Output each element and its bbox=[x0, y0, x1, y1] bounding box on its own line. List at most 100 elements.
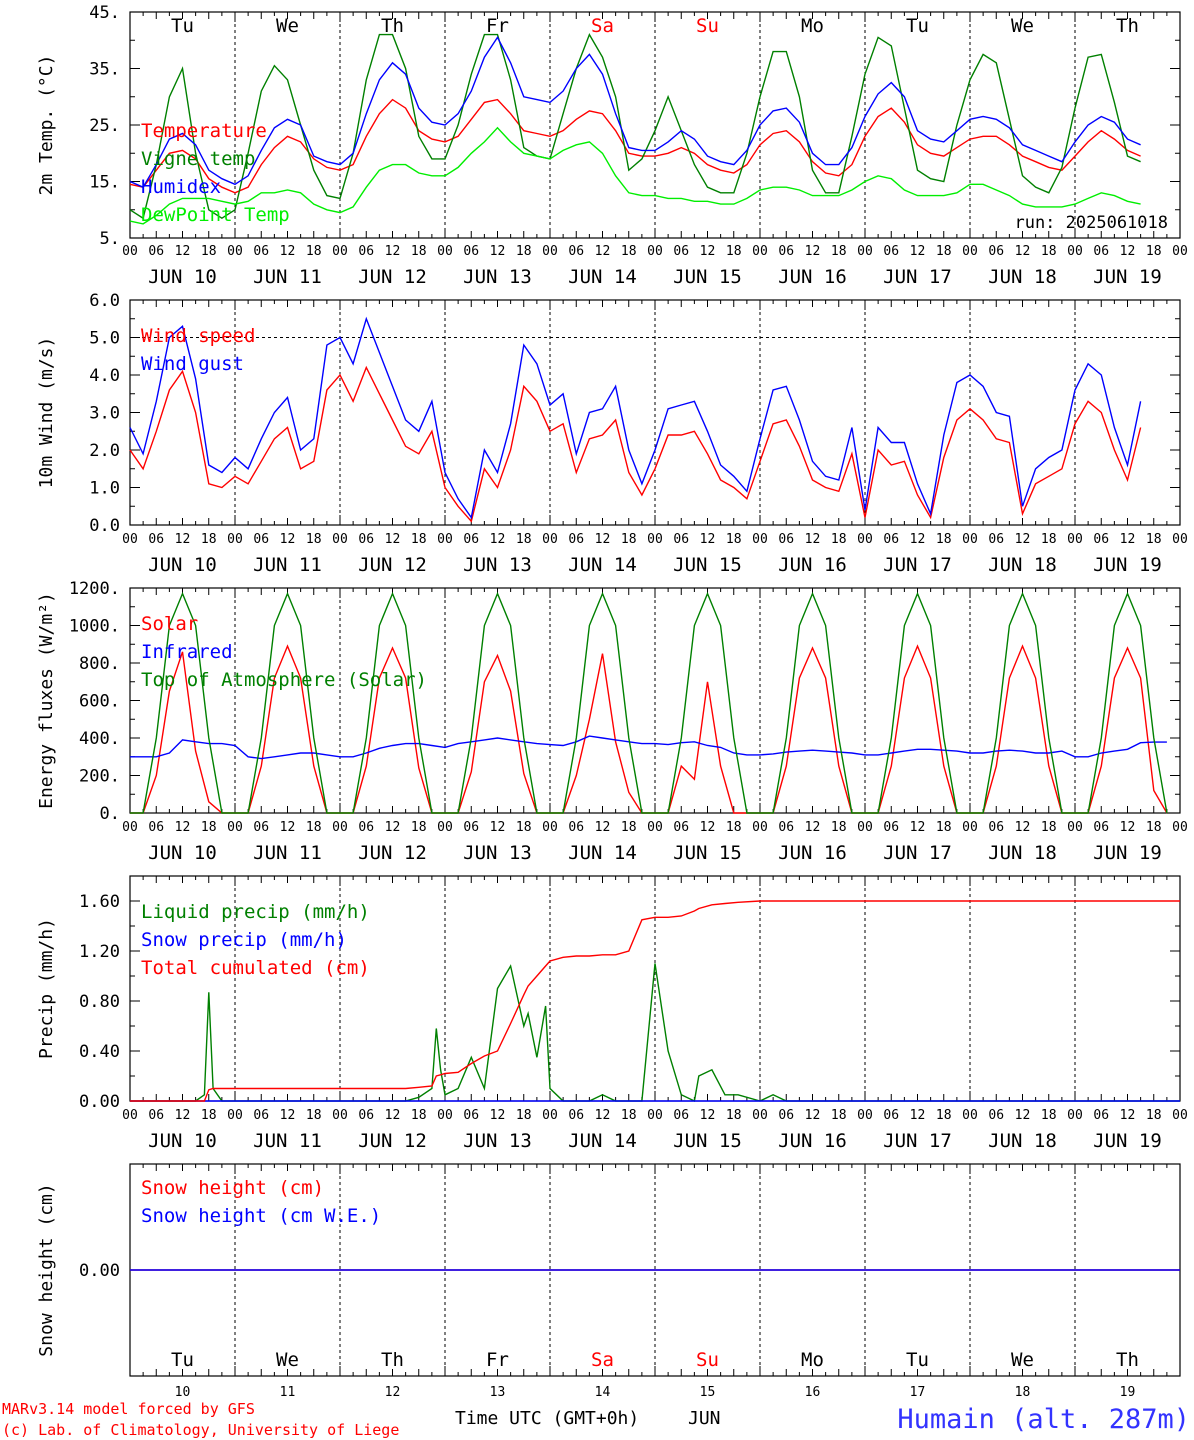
hour-tick-label: 12 bbox=[595, 820, 611, 835]
hour-tick-label: 18 bbox=[1041, 820, 1057, 835]
hour-tick-label: 18 bbox=[936, 820, 952, 835]
hour-tick-label: 18 bbox=[1041, 532, 1057, 547]
hour-tick-label: 00 bbox=[647, 1108, 663, 1123]
hour-tick-label: 06 bbox=[883, 1108, 899, 1123]
hour-tick-label: 18 bbox=[621, 532, 637, 547]
date-label: JUN 18 bbox=[988, 1130, 1057, 1152]
hour-tick-label: 18 bbox=[831, 244, 847, 259]
hour-tick-label: 06 bbox=[778, 532, 794, 547]
hour-tick-label: 18 bbox=[201, 820, 217, 835]
hour-tick-label: 00 bbox=[227, 244, 243, 259]
date-label: JUN 16 bbox=[778, 1130, 847, 1152]
hour-tick-label: 12 bbox=[490, 820, 506, 835]
hour-tick-label: 18 bbox=[201, 532, 217, 547]
weekday-label: Th bbox=[381, 1349, 404, 1371]
hour-tick-label: 00 bbox=[1067, 532, 1083, 547]
hour-tick-label: 12 bbox=[700, 1108, 716, 1123]
hour-tick-label: 12 bbox=[910, 244, 926, 259]
legend-entry: Wind speed bbox=[141, 325, 255, 347]
hour-tick-label: 06 bbox=[673, 820, 689, 835]
day-number-label: 10 bbox=[175, 1385, 191, 1400]
hour-tick-label: 00 bbox=[227, 1108, 243, 1123]
hour-tick-label: 12 bbox=[280, 820, 296, 835]
hour-tick-label: 00 bbox=[1172, 532, 1188, 547]
y-tick-label: 35. bbox=[89, 60, 120, 80]
hour-tick-label: 18 bbox=[831, 820, 847, 835]
hour-tick-label: 18 bbox=[726, 244, 742, 259]
hour-tick-label: 06 bbox=[358, 244, 374, 259]
hour-tick-label: 12 bbox=[1015, 244, 1031, 259]
hour-tick-label: 06 bbox=[1093, 1108, 1109, 1123]
legend-entry: Snow height (cm) bbox=[141, 1177, 324, 1199]
hour-tick-label: 06 bbox=[1093, 820, 1109, 835]
hour-tick-label: 00 bbox=[1067, 1108, 1083, 1123]
snow-height-panel: 0.00 Snow height (cm) Snow height (cm) Snow… bbox=[36, 1163, 1181, 1400]
hour-tick-label: 00 bbox=[1067, 820, 1083, 835]
hour-tick-label: 00 bbox=[1172, 244, 1188, 259]
hour-tick-label: 00 bbox=[542, 820, 558, 835]
day-number-label: 18 bbox=[1015, 1385, 1031, 1400]
hour-tick-label: 12 bbox=[595, 1108, 611, 1123]
hour-tick-label: 12 bbox=[595, 532, 611, 547]
hour-tick-label: 18 bbox=[936, 532, 952, 547]
hour-tick-label: 18 bbox=[306, 820, 322, 835]
hour-tick-label: 18 bbox=[1041, 1108, 1057, 1123]
hour-tick-label: 00 bbox=[332, 244, 348, 259]
date-label: JUN 10 bbox=[148, 554, 217, 576]
hour-tick-label: 18 bbox=[726, 1108, 742, 1123]
hour-tick-label: 18 bbox=[306, 1108, 322, 1123]
date-label: JUN 10 bbox=[148, 266, 217, 288]
hour-tick-label: 00 bbox=[647, 820, 663, 835]
hour-tick-label: 00 bbox=[122, 1108, 138, 1123]
hour-tick-label: 18 bbox=[1146, 244, 1162, 259]
hour-tick-label: 06 bbox=[253, 820, 269, 835]
date-label: JUN 14 bbox=[568, 266, 637, 288]
hour-tick-label: 00 bbox=[752, 244, 768, 259]
y-axis-label: 2m Temp. (°C) bbox=[36, 55, 57, 196]
date-label: JUN 14 bbox=[568, 842, 637, 864]
hour-tick-label: 12 bbox=[490, 244, 506, 259]
date-label: JUN 18 bbox=[988, 554, 1057, 576]
weekday-label: Su bbox=[696, 15, 719, 37]
hour-tick-label: 12 bbox=[1015, 1108, 1031, 1123]
date-label: JUN 12 bbox=[358, 842, 427, 864]
precipitation-panel: 0.00 0.40 0.80 1.20 1.60 Precip (mm/h) Liquid … bbox=[36, 875, 1188, 1152]
legend-entry: Top of Atmosphere (Solar) bbox=[141, 669, 427, 691]
legend-entry: Snow precip (mm/h) bbox=[141, 929, 347, 951]
legend-entry: Snow height (cm W.E.) bbox=[141, 1205, 381, 1227]
y-tick-label: 800. bbox=[79, 654, 120, 674]
hour-tick-label: 18 bbox=[1146, 532, 1162, 547]
hour-tick-label: 06 bbox=[988, 820, 1004, 835]
series-line-infrared bbox=[130, 735, 1167, 760]
hour-tick-label: 06 bbox=[883, 820, 899, 835]
hour-tick-label: 18 bbox=[1146, 820, 1162, 835]
hour-tick-label: 06 bbox=[1093, 532, 1109, 547]
hour-tick-label: 18 bbox=[621, 244, 637, 259]
y-axis-label: Precip (mm/h) bbox=[36, 918, 57, 1059]
y-axis-label: Energy fluxes (W/m²) bbox=[36, 592, 57, 809]
y-tick-label: 0.00 bbox=[79, 1092, 120, 1112]
hour-tick-label: 06 bbox=[253, 532, 269, 547]
hour-tick-label: 00 bbox=[857, 532, 873, 547]
hour-tick-label: 12 bbox=[595, 244, 611, 259]
hour-tick-label: 00 bbox=[122, 244, 138, 259]
hour-tick-label: 00 bbox=[962, 244, 978, 259]
hour-tick-label: 18 bbox=[1146, 1108, 1162, 1123]
y-tick-label: 45. bbox=[89, 3, 120, 23]
hour-tick-label: 06 bbox=[778, 244, 794, 259]
hour-tick-label: 00 bbox=[1172, 1108, 1188, 1123]
hour-tick-label: 18 bbox=[621, 1108, 637, 1123]
date-label: JUN 17 bbox=[883, 266, 952, 288]
y-tick-label: 1000. bbox=[69, 617, 120, 637]
hour-tick-label: 12 bbox=[385, 820, 401, 835]
date-label: JUN 14 bbox=[568, 1130, 637, 1152]
y-axis-label: Snow height (cm) bbox=[36, 1183, 57, 1356]
hour-tick-label: 12 bbox=[1120, 820, 1136, 835]
hour-tick-label: 12 bbox=[1120, 532, 1136, 547]
hour-tick-label: 18 bbox=[1041, 244, 1057, 259]
hour-tick-label: 00 bbox=[437, 244, 453, 259]
day-number-label: 14 bbox=[595, 1385, 611, 1400]
day-number-label: 17 bbox=[910, 1385, 926, 1400]
y-tick-label: 200. bbox=[79, 767, 120, 787]
